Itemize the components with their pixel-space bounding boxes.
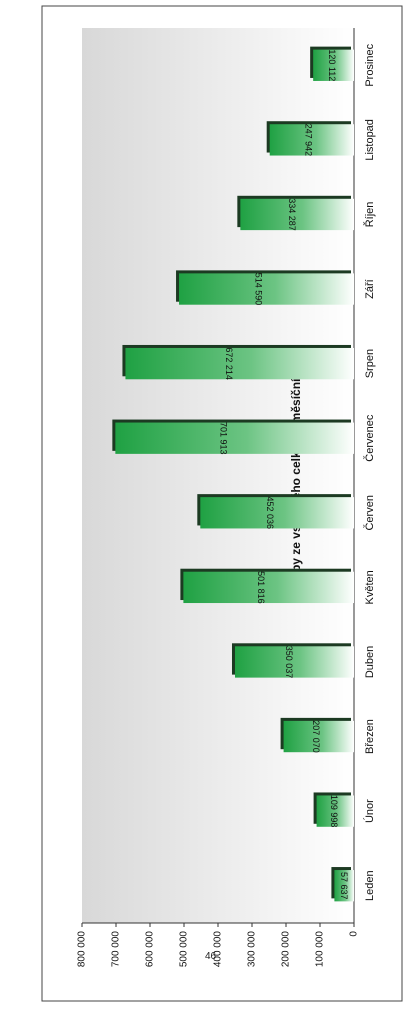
bar — [200, 497, 354, 529]
tick-label: 200 000 — [281, 931, 292, 968]
category-label: Prosinec — [364, 43, 376, 86]
category-label: Květen — [364, 570, 376, 604]
title-group: Tržby ze vstupného celkem - měsíční vývo… — [289, 345, 303, 590]
data-label: 109 998 — [329, 795, 339, 828]
bar — [234, 646, 354, 678]
data-label: 247 942 — [303, 124, 313, 157]
data-label: 120 112 — [327, 49, 337, 81]
chart-frame — [41, 5, 403, 1002]
bar — [316, 795, 354, 827]
category-label: Leden — [364, 870, 376, 901]
category-label: Říjen — [363, 202, 376, 228]
bar — [179, 273, 354, 305]
category-label: Březen — [364, 719, 376, 754]
category-labels: Leden Únor Březen Duben Květen Červen Červenec… — [363, 43, 376, 901]
data-label: 701 913 — [218, 422, 228, 455]
tick-label: 0 — [349, 931, 360, 937]
tick-label: 300 000 — [247, 931, 258, 968]
category-label: Červenec — [363, 414, 376, 462]
data-label: 57 637 — [339, 872, 349, 900]
category-label: Únor — [363, 799, 376, 823]
bar — [313, 49, 354, 81]
bar — [115, 422, 354, 454]
data-label: 672 214 — [224, 347, 234, 380]
data-label: 452 036 — [265, 497, 275, 530]
data-label: 350 037 — [284, 646, 294, 679]
bar — [125, 347, 355, 380]
chart-title: Tržby ze vstupného celkem - měsíční vývo… — [289, 345, 303, 590]
tick-label: 100 000 — [315, 931, 326, 968]
tick-label: 700 000 — [111, 931, 122, 968]
tick-label: 400 000 — [213, 931, 224, 968]
plot-area — [82, 28, 354, 923]
bar — [240, 198, 354, 231]
tick-label: 800 000 — [77, 931, 88, 968]
page-number: 46 — [205, 951, 217, 962]
bar — [283, 720, 354, 753]
category-label: Červen — [363, 495, 376, 530]
data-label: 501 816 — [256, 571, 266, 604]
data-label: 334 287 — [287, 198, 297, 231]
data-label: 514 590 — [253, 273, 263, 306]
data-label: 207 070 — [311, 720, 321, 753]
bar — [269, 124, 354, 156]
bar — [334, 870, 354, 902]
category-label: Září — [364, 279, 376, 299]
bar — [183, 571, 354, 604]
category-label: Duben — [364, 646, 376, 678]
data-labels: 57 637 109 998 207 070 350 037 501 816 452 03… — [218, 49, 348, 899]
value-tick-labels: 0 100 000 200 000 300 000 400 000 500 000 600 … — [77, 923, 360, 967]
category-label: Srpen — [364, 349, 376, 378]
tick-label: 500 000 — [179, 931, 190, 968]
bars — [112, 46, 355, 902]
tick-label: 600 000 — [145, 931, 156, 968]
category-label: Listopad — [364, 119, 376, 161]
